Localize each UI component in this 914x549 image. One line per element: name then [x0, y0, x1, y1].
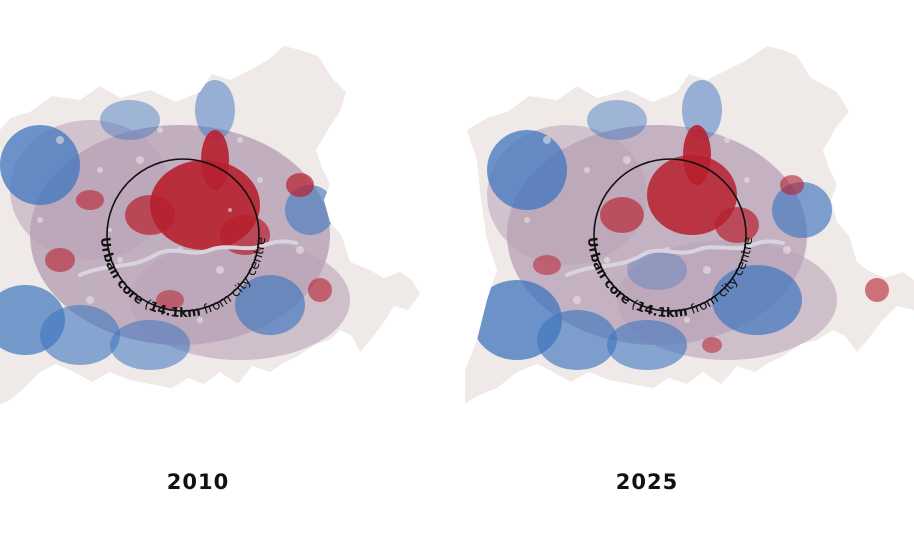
urban-core-ring: [106, 158, 260, 312]
map-2010: Urban core (14.1km from city centre): [0, 0, 420, 404]
map-panel-2025: Urban core (14.1km from city centre) 202…: [457, 0, 914, 549]
map-panel-2010: Urban core (14.1km from city centre) 201…: [0, 0, 420, 494]
map-2025: Urban core (14.1km from city centre): [457, 0, 914, 404]
year-label-2025: 2025: [615, 470, 679, 494]
urban-core-ring: [593, 158, 747, 312]
year-label-2010: 2010: [166, 470, 230, 494]
